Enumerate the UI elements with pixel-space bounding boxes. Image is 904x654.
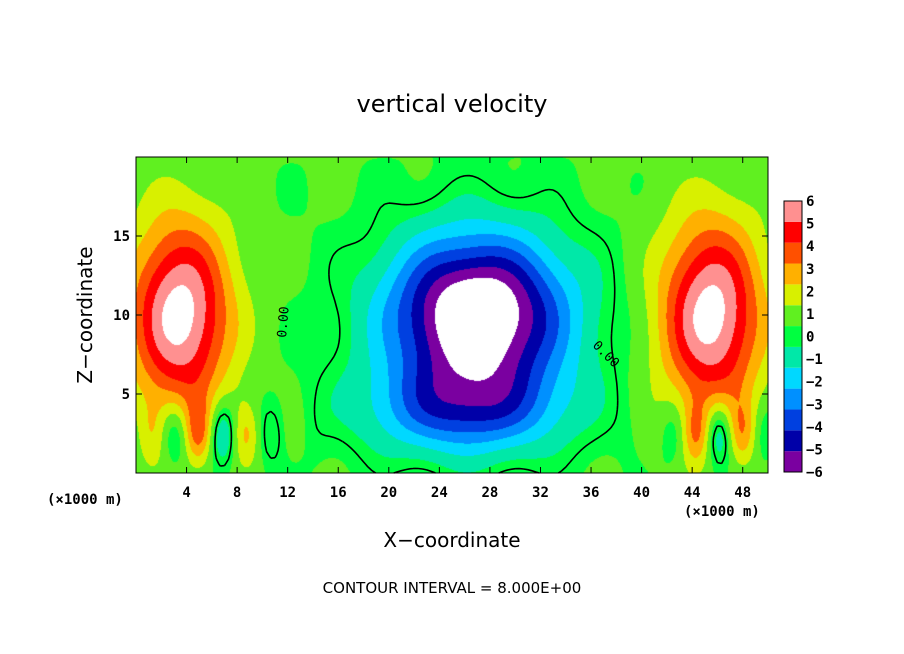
colorbar-swatch <box>784 284 802 306</box>
zero-contours <box>214 174 727 474</box>
y-tick-label: 15 <box>113 229 130 245</box>
x-tick-label: 24 <box>431 485 448 501</box>
colorbar-swatch <box>784 263 802 285</box>
contour-label: 0.00 <box>275 306 293 339</box>
contour-line <box>214 174 727 474</box>
chart-title: vertical velocity <box>357 90 548 118</box>
x-tick-label: 48 <box>734 485 751 501</box>
colorbar-label: −3 <box>806 397 823 413</box>
colorbar-label: 3 <box>806 262 814 278</box>
colorbar-swatch <box>784 201 802 222</box>
x-tick-label: 4 <box>182 485 190 501</box>
x-tick-label: 28 <box>481 485 498 501</box>
colorbar-swatch <box>784 451 802 472</box>
y-tick-label: 10 <box>113 308 130 324</box>
x-tick-label: 44 <box>684 485 701 501</box>
colorbar-swatch <box>784 242 802 264</box>
y-tick-label: 5 <box>122 387 130 403</box>
x-tick-label: 8 <box>233 485 241 501</box>
velocity-field <box>136 157 768 473</box>
x-tick-label: 36 <box>583 485 600 501</box>
colorbar-swatch <box>784 388 802 410</box>
colorbar-label: 0 <box>806 330 814 346</box>
x-unit-label-left: (×1000 m) <box>47 492 123 508</box>
colorbar-label: 4 <box>806 239 814 255</box>
x-tick-label: 32 <box>532 485 549 501</box>
x-tick-label: 16 <box>330 485 347 501</box>
colorbar-swatch <box>784 430 802 452</box>
colorbar-label: 6 <box>806 194 814 210</box>
y-axis: 5 10 15 <box>113 229 768 403</box>
colorbar-swatch <box>784 346 802 368</box>
x-axis-label: X−coordinate <box>383 528 520 552</box>
colorbar-swatch <box>784 221 802 243</box>
colorbar: 6 5 4 3 2 1 0 −1 −2 −3 −4 −5 −6 <box>783 194 823 481</box>
colorbar-swatch <box>784 409 802 431</box>
colorbar-label: −4 <box>806 420 823 436</box>
x-tick-label: 40 <box>633 485 650 501</box>
colorbar-label: −1 <box>806 352 823 368</box>
colorbar-label: −6 <box>806 465 823 481</box>
colorbar-frame <box>783 200 803 473</box>
x-tick-label: 12 <box>279 485 296 501</box>
x-axis: 4 8 12 16 20 24 28 32 36 40 44 48 <box>182 157 751 501</box>
colorbar-label: −5 <box>806 442 823 458</box>
colorbar-label: 2 <box>806 284 814 300</box>
colorbar-label: 5 <box>806 217 814 233</box>
colorbar-swatch <box>784 326 802 347</box>
contour-interval-note: CONTOUR INTERVAL = 8.000E+00 <box>323 579 582 597</box>
colorbar-swatch <box>784 305 802 327</box>
x-unit-label-right: (×1000 m) <box>684 504 760 520</box>
y-axis-label: Z−coordinate <box>73 246 97 383</box>
plot-area: 0.00 0.00 <box>135 156 769 474</box>
colorbar-label: 1 <box>806 307 814 323</box>
colorbar-swatch <box>784 367 802 389</box>
x-tick-label: 20 <box>380 485 397 501</box>
colorbar-label: −2 <box>806 375 823 391</box>
